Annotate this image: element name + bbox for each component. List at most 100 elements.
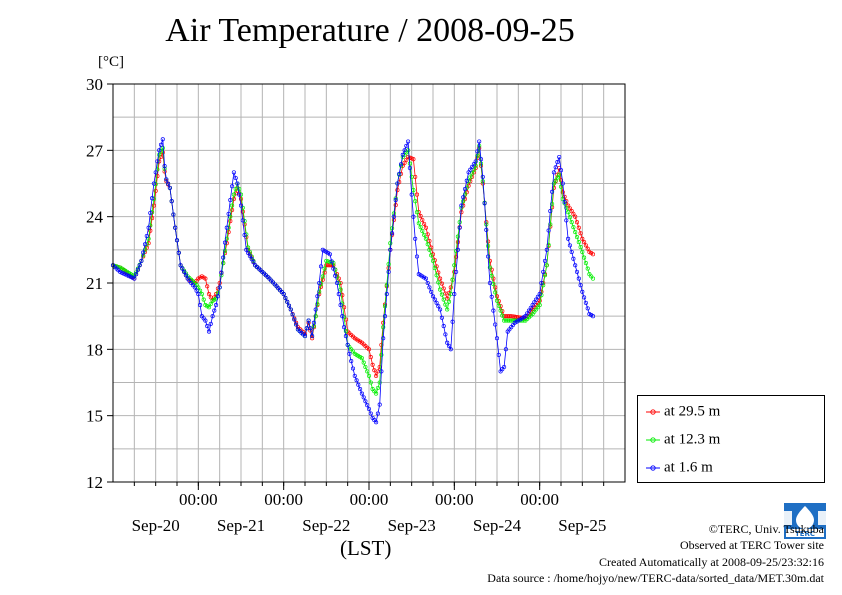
data-point	[334, 280, 340, 286]
data-point	[343, 329, 348, 334]
data-point	[582, 295, 587, 300]
data-point	[411, 214, 416, 219]
data-point	[345, 342, 350, 347]
y-tick-label: 30	[86, 75, 103, 94]
data-point	[423, 225, 428, 230]
data-point	[526, 308, 532, 313]
data-point	[494, 294, 500, 299]
data-point	[502, 364, 507, 370]
data-point	[544, 263, 549, 268]
legend-label: at 12.3 m	[664, 431, 721, 448]
data-point	[135, 267, 140, 272]
data-point	[425, 242, 430, 247]
data-point	[231, 170, 236, 175]
data-point	[418, 225, 423, 230]
credit-copyright: ©TERC, Univ. Tsukuba	[708, 522, 824, 536]
data-point	[583, 300, 588, 305]
data-point	[448, 285, 453, 290]
data-point	[494, 298, 500, 303]
data-point	[386, 269, 391, 274]
data-point	[363, 364, 368, 370]
data-point	[494, 336, 500, 341]
data-point	[368, 355, 373, 360]
grid-lines	[113, 84, 625, 482]
data-point	[562, 199, 567, 204]
data-point	[393, 198, 398, 203]
data-point	[548, 209, 553, 214]
data-point	[343, 334, 348, 339]
data-point	[327, 252, 332, 257]
data-point	[566, 210, 571, 215]
data-point	[438, 276, 443, 281]
data-point	[352, 373, 357, 378]
data-point	[414, 254, 420, 259]
data-point	[582, 255, 587, 260]
data-point	[443, 302, 448, 307]
data-point	[324, 258, 329, 263]
data-point	[576, 225, 581, 230]
data-point	[450, 319, 455, 324]
data-point	[374, 373, 379, 378]
data-point	[333, 273, 338, 278]
y-tick-label: 21	[86, 274, 103, 293]
data-point	[288, 307, 293, 312]
data-point	[590, 314, 596, 319]
data-point	[446, 343, 452, 349]
credit-source: Data source : /home/hojyo/new/TERC-data/…	[487, 571, 824, 585]
data-point	[498, 308, 503, 313]
data-point	[578, 283, 583, 288]
data-point	[292, 317, 297, 322]
data-point	[550, 189, 555, 194]
data-point	[482, 201, 487, 206]
data-point	[446, 299, 452, 304]
data-point	[425, 280, 430, 286]
data-point	[368, 380, 373, 385]
data-point	[285, 299, 290, 304]
data-point	[486, 243, 491, 249]
data-point	[381, 336, 386, 341]
data-point	[571, 225, 576, 230]
data-point	[450, 277, 455, 282]
data-point	[438, 287, 443, 292]
x-day-label: Sep-21	[217, 516, 265, 535]
data-point	[242, 233, 247, 238]
data-point	[578, 231, 583, 236]
data-point	[535, 294, 540, 299]
data-point	[235, 181, 240, 186]
data-point	[311, 320, 316, 325]
x-tick-label: 00:00	[435, 490, 474, 509]
data-point	[230, 184, 235, 189]
data-point	[448, 347, 453, 352]
data-point	[457, 225, 462, 230]
y-tick-label: 12	[86, 473, 103, 492]
data-point	[391, 214, 396, 219]
data-point	[500, 313, 505, 318]
data-point	[308, 326, 313, 331]
data-point	[423, 276, 428, 281]
data-point	[217, 285, 222, 290]
data-point	[221, 255, 226, 260]
data-point	[359, 356, 364, 361]
data-point	[404, 157, 409, 162]
data-point	[224, 225, 229, 230]
data-point	[237, 186, 242, 192]
data-point	[406, 139, 411, 144]
data-point	[366, 347, 372, 352]
data-point	[203, 318, 208, 323]
data-point	[454, 269, 459, 274]
data-point	[244, 247, 249, 252]
data-point	[206, 292, 212, 297]
data-point	[409, 174, 414, 179]
data-point	[381, 325, 386, 330]
data-point	[222, 248, 228, 253]
data-point	[441, 286, 446, 291]
data-point	[443, 332, 448, 337]
data-point	[496, 352, 501, 357]
data-point	[132, 276, 137, 281]
x-axis-unit: (LST)	[340, 536, 392, 560]
data-point	[183, 273, 188, 278]
data-point	[462, 192, 468, 197]
data-point	[452, 263, 457, 268]
data-point	[318, 264, 324, 269]
data-point	[148, 210, 153, 216]
